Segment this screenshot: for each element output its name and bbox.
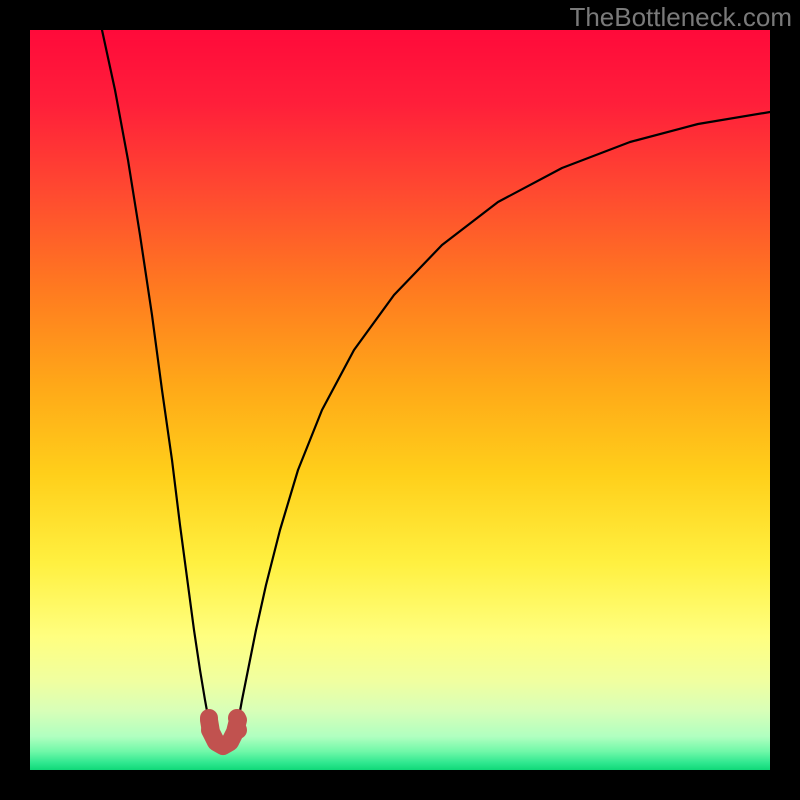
watermark-label: TheBottleneck.com xyxy=(569,2,792,33)
trough-dot xyxy=(201,721,219,739)
gradient-background xyxy=(30,30,770,770)
chart-svg xyxy=(0,0,800,800)
trough-dot xyxy=(229,721,247,739)
